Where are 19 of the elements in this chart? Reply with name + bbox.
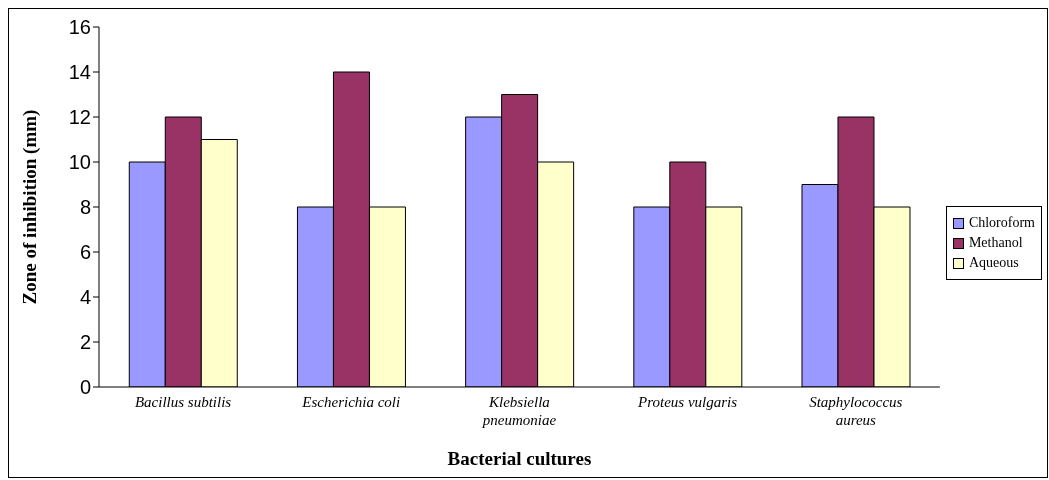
x-tick-label: Staphylococcus aureus <box>809 394 903 428</box>
y-tick-label: 6 <box>79 241 91 264</box>
x-tick-label: Escherichia coli <box>301 394 401 410</box>
x-axis-title: Bacterial cultures <box>447 448 592 469</box>
x-tick-label: Bacillus subtilis <box>134 394 232 410</box>
y-tick-label: 10 <box>68 151 91 174</box>
x-tick-label: Proteus vulgaris <box>637 394 738 410</box>
y-tick-label: 2 <box>79 331 91 354</box>
y-tick-label: 12 <box>68 106 91 129</box>
y-axis-title: Zone of inhibition (mm) <box>18 109 41 305</box>
y-tick-label: 0 <box>79 376 91 399</box>
legend-label: Chloroform <box>968 215 1035 231</box>
legend-label: Aqueous <box>968 255 1019 271</box>
legend-label: Methanol <box>968 235 1023 251</box>
x-tick-label: Klebsiella pneumoniae <box>481 394 557 428</box>
y-tick-label: 16 <box>68 16 91 39</box>
y-tick-label: 8 <box>79 196 91 219</box>
y-tick-label: 14 <box>68 61 91 84</box>
y-tick-label: 4 <box>79 286 91 309</box>
